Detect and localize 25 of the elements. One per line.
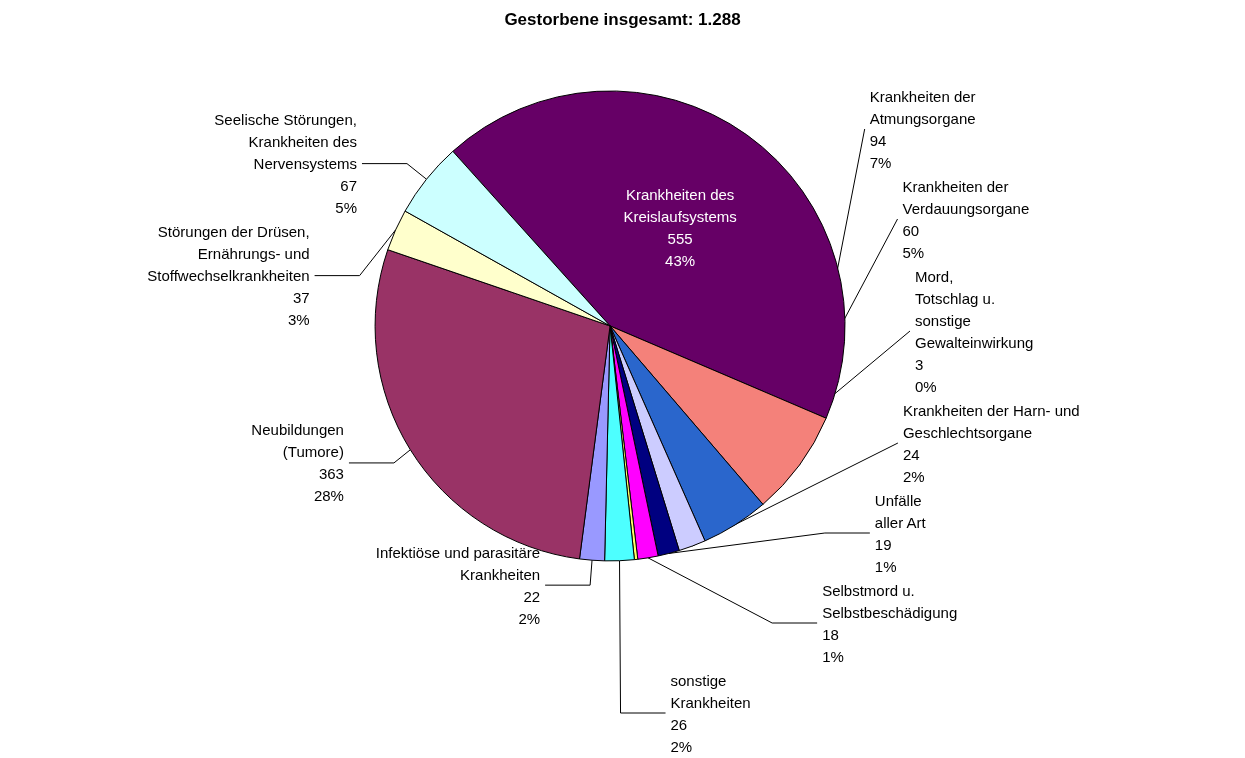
slice-label: Krankheiten der Verdauungsorgane (902, 177, 1030, 217)
data-label: 363 28% (313, 465, 344, 505)
slice-label: Neubildungen (Tumore) (251, 421, 344, 461)
data-label: 18 1% (822, 625, 844, 665)
data-label: 26 2% (670, 715, 693, 755)
chart-title: Gestorbene insgesamt: 1.288 (504, 10, 741, 29)
data-label: 60 5% (902, 221, 925, 261)
slice-label: Infektiöse und parasitäre Krankheiten (375, 543, 541, 583)
slice-label: sonstige Krankheiten (670, 671, 751, 711)
data-label: 24 2% (902, 445, 925, 485)
slice-label: Störungen der Drüsen, Ernährungs- und Stoffwechselkrankheiten (147, 223, 310, 285)
data-label: 94 7% (869, 131, 892, 171)
data-label: 67 5% (335, 177, 357, 217)
slice-label: Mord, Totschlag u. sonstige Gewalteinwirkung (915, 267, 1034, 351)
data-label: 3 0% (915, 355, 937, 395)
data-label: 37 3% (287, 289, 310, 329)
slice-label: Krankheiten der Atmungsorgane (869, 87, 976, 127)
data-label: 22 2% (518, 587, 541, 627)
slice-label: Selbstmord u. Selbstbeschädigung (822, 581, 958, 621)
slice-label: Krankheiten des Kreislaufsystems (623, 186, 737, 226)
slice-label: Unfälle aller Art (874, 491, 927, 531)
data-label: 19 1% (874, 535, 897, 575)
slice-label: Krankheiten der Harn- und Geschlechtsorgane (902, 401, 1080, 441)
slice-label: Seelische Störungen, Krankheiten des Nervensystems (214, 111, 357, 173)
data-label: 555 43% (665, 230, 696, 270)
